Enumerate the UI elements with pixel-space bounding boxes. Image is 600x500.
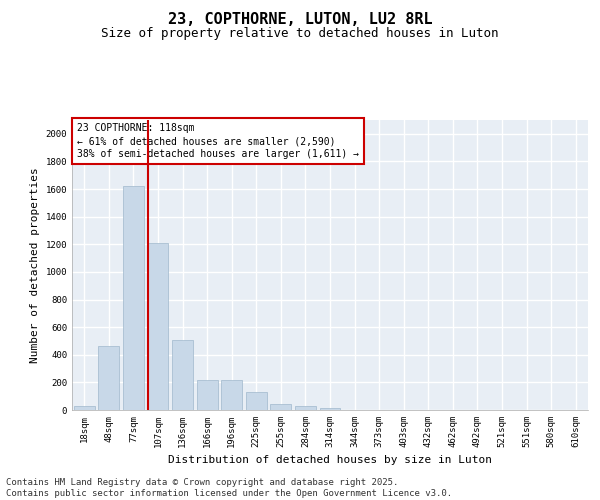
X-axis label: Distribution of detached houses by size in Luton: Distribution of detached houses by size … <box>168 456 492 466</box>
Text: Contains HM Land Registry data © Crown copyright and database right 2025.
Contai: Contains HM Land Registry data © Crown c… <box>6 478 452 498</box>
Bar <box>74 406 95 410</box>
Bar <box>295 406 316 410</box>
Bar <box>221 380 242 410</box>
Text: 23, COPTHORNE, LUTON, LU2 8RL: 23, COPTHORNE, LUTON, LU2 8RL <box>167 12 433 28</box>
Text: Size of property relative to detached houses in Luton: Size of property relative to detached ho… <box>101 28 499 40</box>
Text: 23 COPTHORNE: 118sqm
← 61% of detached houses are smaller (2,590)
38% of semi-de: 23 COPTHORNE: 118sqm ← 61% of detached h… <box>77 123 359 160</box>
Bar <box>123 186 144 410</box>
Bar <box>98 346 119 410</box>
Y-axis label: Number of detached properties: Number of detached properties <box>30 167 40 363</box>
Bar <box>320 408 340 410</box>
Bar <box>271 404 292 410</box>
Bar <box>197 380 218 410</box>
Bar <box>246 392 267 410</box>
Bar <box>148 243 169 410</box>
Bar <box>172 340 193 410</box>
